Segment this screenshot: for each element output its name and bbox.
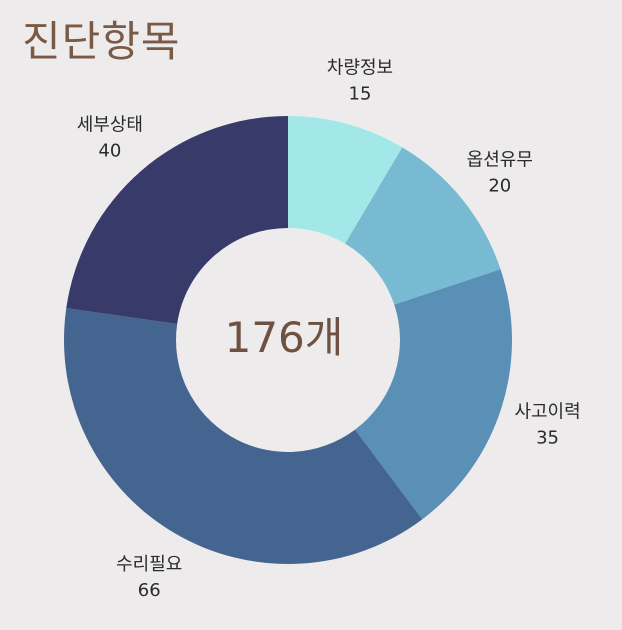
slice-value-3: 35 — [536, 427, 559, 448]
slice-label-2: 옵션유무 — [467, 149, 533, 170]
donut-slice-4 — [64, 308, 423, 564]
donut-slice-1 — [288, 116, 403, 244]
slice-label-4: 수리필요 — [116, 554, 182, 575]
donut-slice-2 — [345, 147, 501, 305]
donut-slice-5 — [66, 116, 288, 325]
slice-label-3: 사고이력 — [514, 401, 580, 422]
donut-slices — [64, 116, 512, 564]
slice-value-1: 15 — [349, 84, 372, 105]
slice-value-4: 66 — [138, 580, 161, 601]
slice-label-1: 차량정보 — [327, 58, 393, 79]
slice-value-5: 40 — [98, 140, 121, 161]
slice-label-5: 세부상태 — [77, 114, 143, 135]
slice-value-2: 20 — [488, 175, 511, 196]
center-total: 176개 — [225, 313, 344, 362]
slice-labels: 차량정보 15 옵션유무 20 사고이력 35 수리필요 66 세부상태 40 — [77, 58, 581, 601]
donut-slice-3 — [355, 269, 512, 520]
chart-title: 진단항목 — [22, 17, 181, 66]
